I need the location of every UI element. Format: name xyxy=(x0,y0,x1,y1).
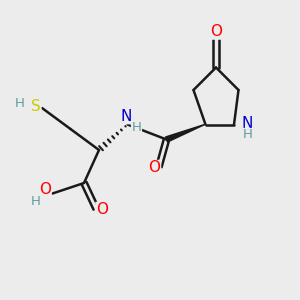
Text: O: O xyxy=(148,160,160,175)
Text: H: H xyxy=(15,97,24,110)
Text: S: S xyxy=(31,99,41,114)
Text: N: N xyxy=(120,109,132,124)
Polygon shape xyxy=(166,124,206,142)
Text: O: O xyxy=(96,202,108,217)
Text: H: H xyxy=(31,195,41,208)
Text: O: O xyxy=(210,24,222,39)
Text: H: H xyxy=(243,128,252,142)
Text: H: H xyxy=(132,121,141,134)
Text: O: O xyxy=(39,182,51,197)
Text: N: N xyxy=(242,116,253,130)
